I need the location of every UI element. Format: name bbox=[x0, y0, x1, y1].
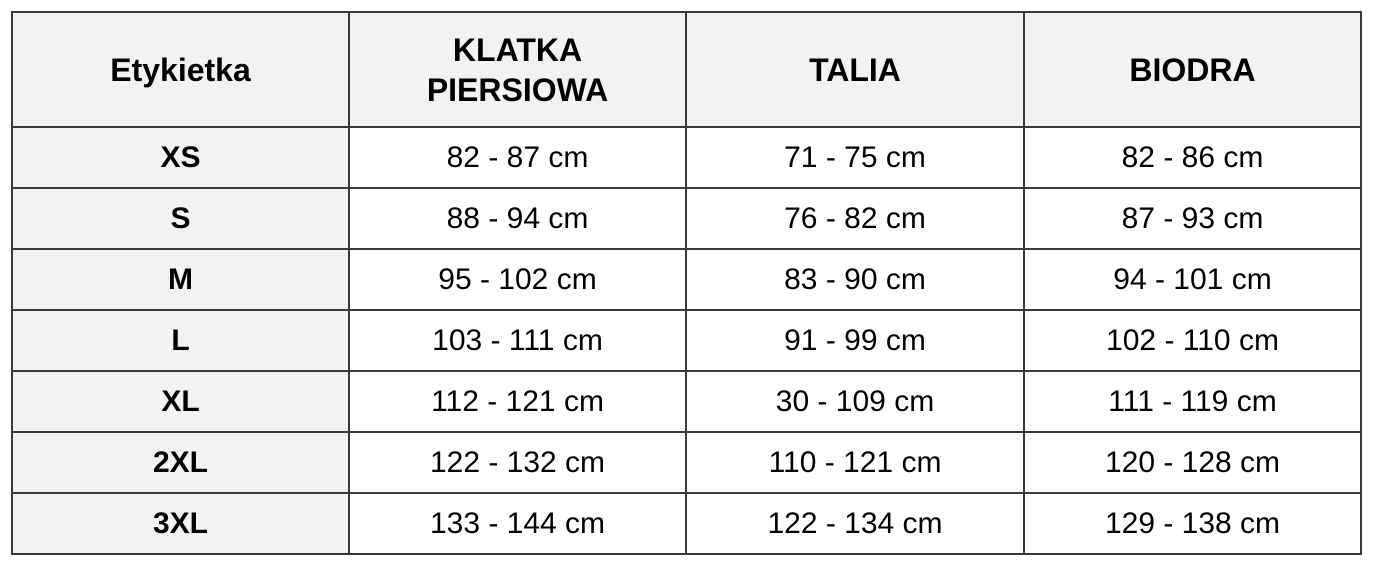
size-chart-table: Etykietka KLATKA PIERSIOWA TALIA BIODRA … bbox=[11, 11, 1362, 555]
waist-value-cell: 71 - 75 cm bbox=[685, 126, 1025, 189]
chest-value-cell: 82 - 87 cm bbox=[348, 126, 687, 189]
hips-value-cell: 87 - 93 cm bbox=[1023, 187, 1362, 250]
waist-value-cell: 76 - 82 cm bbox=[685, 187, 1025, 250]
table-row: 3XL 133 - 144 cm 122 - 134 cm 129 - 138 … bbox=[11, 492, 1362, 555]
chest-value-cell: 103 - 111 cm bbox=[348, 309, 687, 372]
chest-value-cell: 95 - 102 cm bbox=[348, 248, 687, 311]
hips-value-cell: 120 - 128 cm bbox=[1023, 431, 1362, 494]
table-row: 2XL 122 - 132 cm 110 - 121 cm 120 - 128 … bbox=[11, 431, 1362, 494]
header-row: Etykietka KLATKA PIERSIOWA TALIA BIODRA bbox=[11, 11, 1362, 128]
waist-value-cell: 110 - 121 cm bbox=[685, 431, 1025, 494]
header-label: Etykietka bbox=[11, 11, 350, 128]
header-hips-text: BIODRA bbox=[1129, 51, 1256, 88]
chest-value-cell: 88 - 94 cm bbox=[348, 187, 687, 250]
hips-value-cell: 94 - 101 cm bbox=[1023, 248, 1362, 311]
header-waist: TALIA bbox=[685, 11, 1025, 128]
chest-value-cell: 122 - 132 cm bbox=[348, 431, 687, 494]
table-row: S 88 - 94 cm 76 - 82 cm 87 - 93 cm bbox=[11, 187, 1362, 250]
chest-value-cell: 112 - 121 cm bbox=[348, 370, 687, 433]
table-row: M 95 - 102 cm 83 - 90 cm 94 - 101 cm bbox=[11, 248, 1362, 311]
size-label-cell: M bbox=[11, 248, 350, 311]
size-label-cell: XL bbox=[11, 370, 350, 433]
waist-value-cell: 91 - 99 cm bbox=[685, 309, 1025, 372]
size-label-cell: L bbox=[11, 309, 350, 372]
chest-value-cell: 133 - 144 cm bbox=[348, 492, 687, 555]
size-label-cell: S bbox=[11, 187, 350, 250]
table-body: XS 82 - 87 cm 71 - 75 cm 82 - 86 cm S 88… bbox=[11, 126, 1362, 555]
waist-value-cell: 83 - 90 cm bbox=[685, 248, 1025, 311]
hips-value-cell: 82 - 86 cm bbox=[1023, 126, 1362, 189]
hips-value-cell: 111 - 119 cm bbox=[1023, 370, 1362, 433]
table-header: Etykietka KLATKA PIERSIOWA TALIA BIODRA bbox=[11, 11, 1362, 128]
hips-value-cell: 102 - 110 cm bbox=[1023, 309, 1362, 372]
header-label-text: Etykietka bbox=[110, 51, 251, 88]
size-label-cell: 2XL bbox=[11, 431, 350, 494]
header-hips: BIODRA bbox=[1023, 11, 1362, 128]
waist-value-cell: 30 - 109 cm bbox=[685, 370, 1025, 433]
table-row: L 103 - 111 cm 91 - 99 cm 102 - 110 cm bbox=[11, 309, 1362, 372]
table-row: XL 112 - 121 cm 30 - 109 cm 111 - 119 cm bbox=[11, 370, 1362, 433]
header-chest: KLATKA PIERSIOWA bbox=[348, 11, 687, 128]
header-chest-line1: KLATKA bbox=[452, 31, 583, 68]
waist-value-cell: 122 - 134 cm bbox=[685, 492, 1025, 555]
size-label-cell: XS bbox=[11, 126, 350, 189]
size-label-cell: 3XL bbox=[11, 492, 350, 555]
header-chest-line2: PIERSIOWA bbox=[426, 71, 609, 108]
hips-value-cell: 129 - 138 cm bbox=[1023, 492, 1362, 555]
table-row: XS 82 - 87 cm 71 - 75 cm 82 - 86 cm bbox=[11, 126, 1362, 189]
header-waist-text: TALIA bbox=[809, 51, 901, 88]
